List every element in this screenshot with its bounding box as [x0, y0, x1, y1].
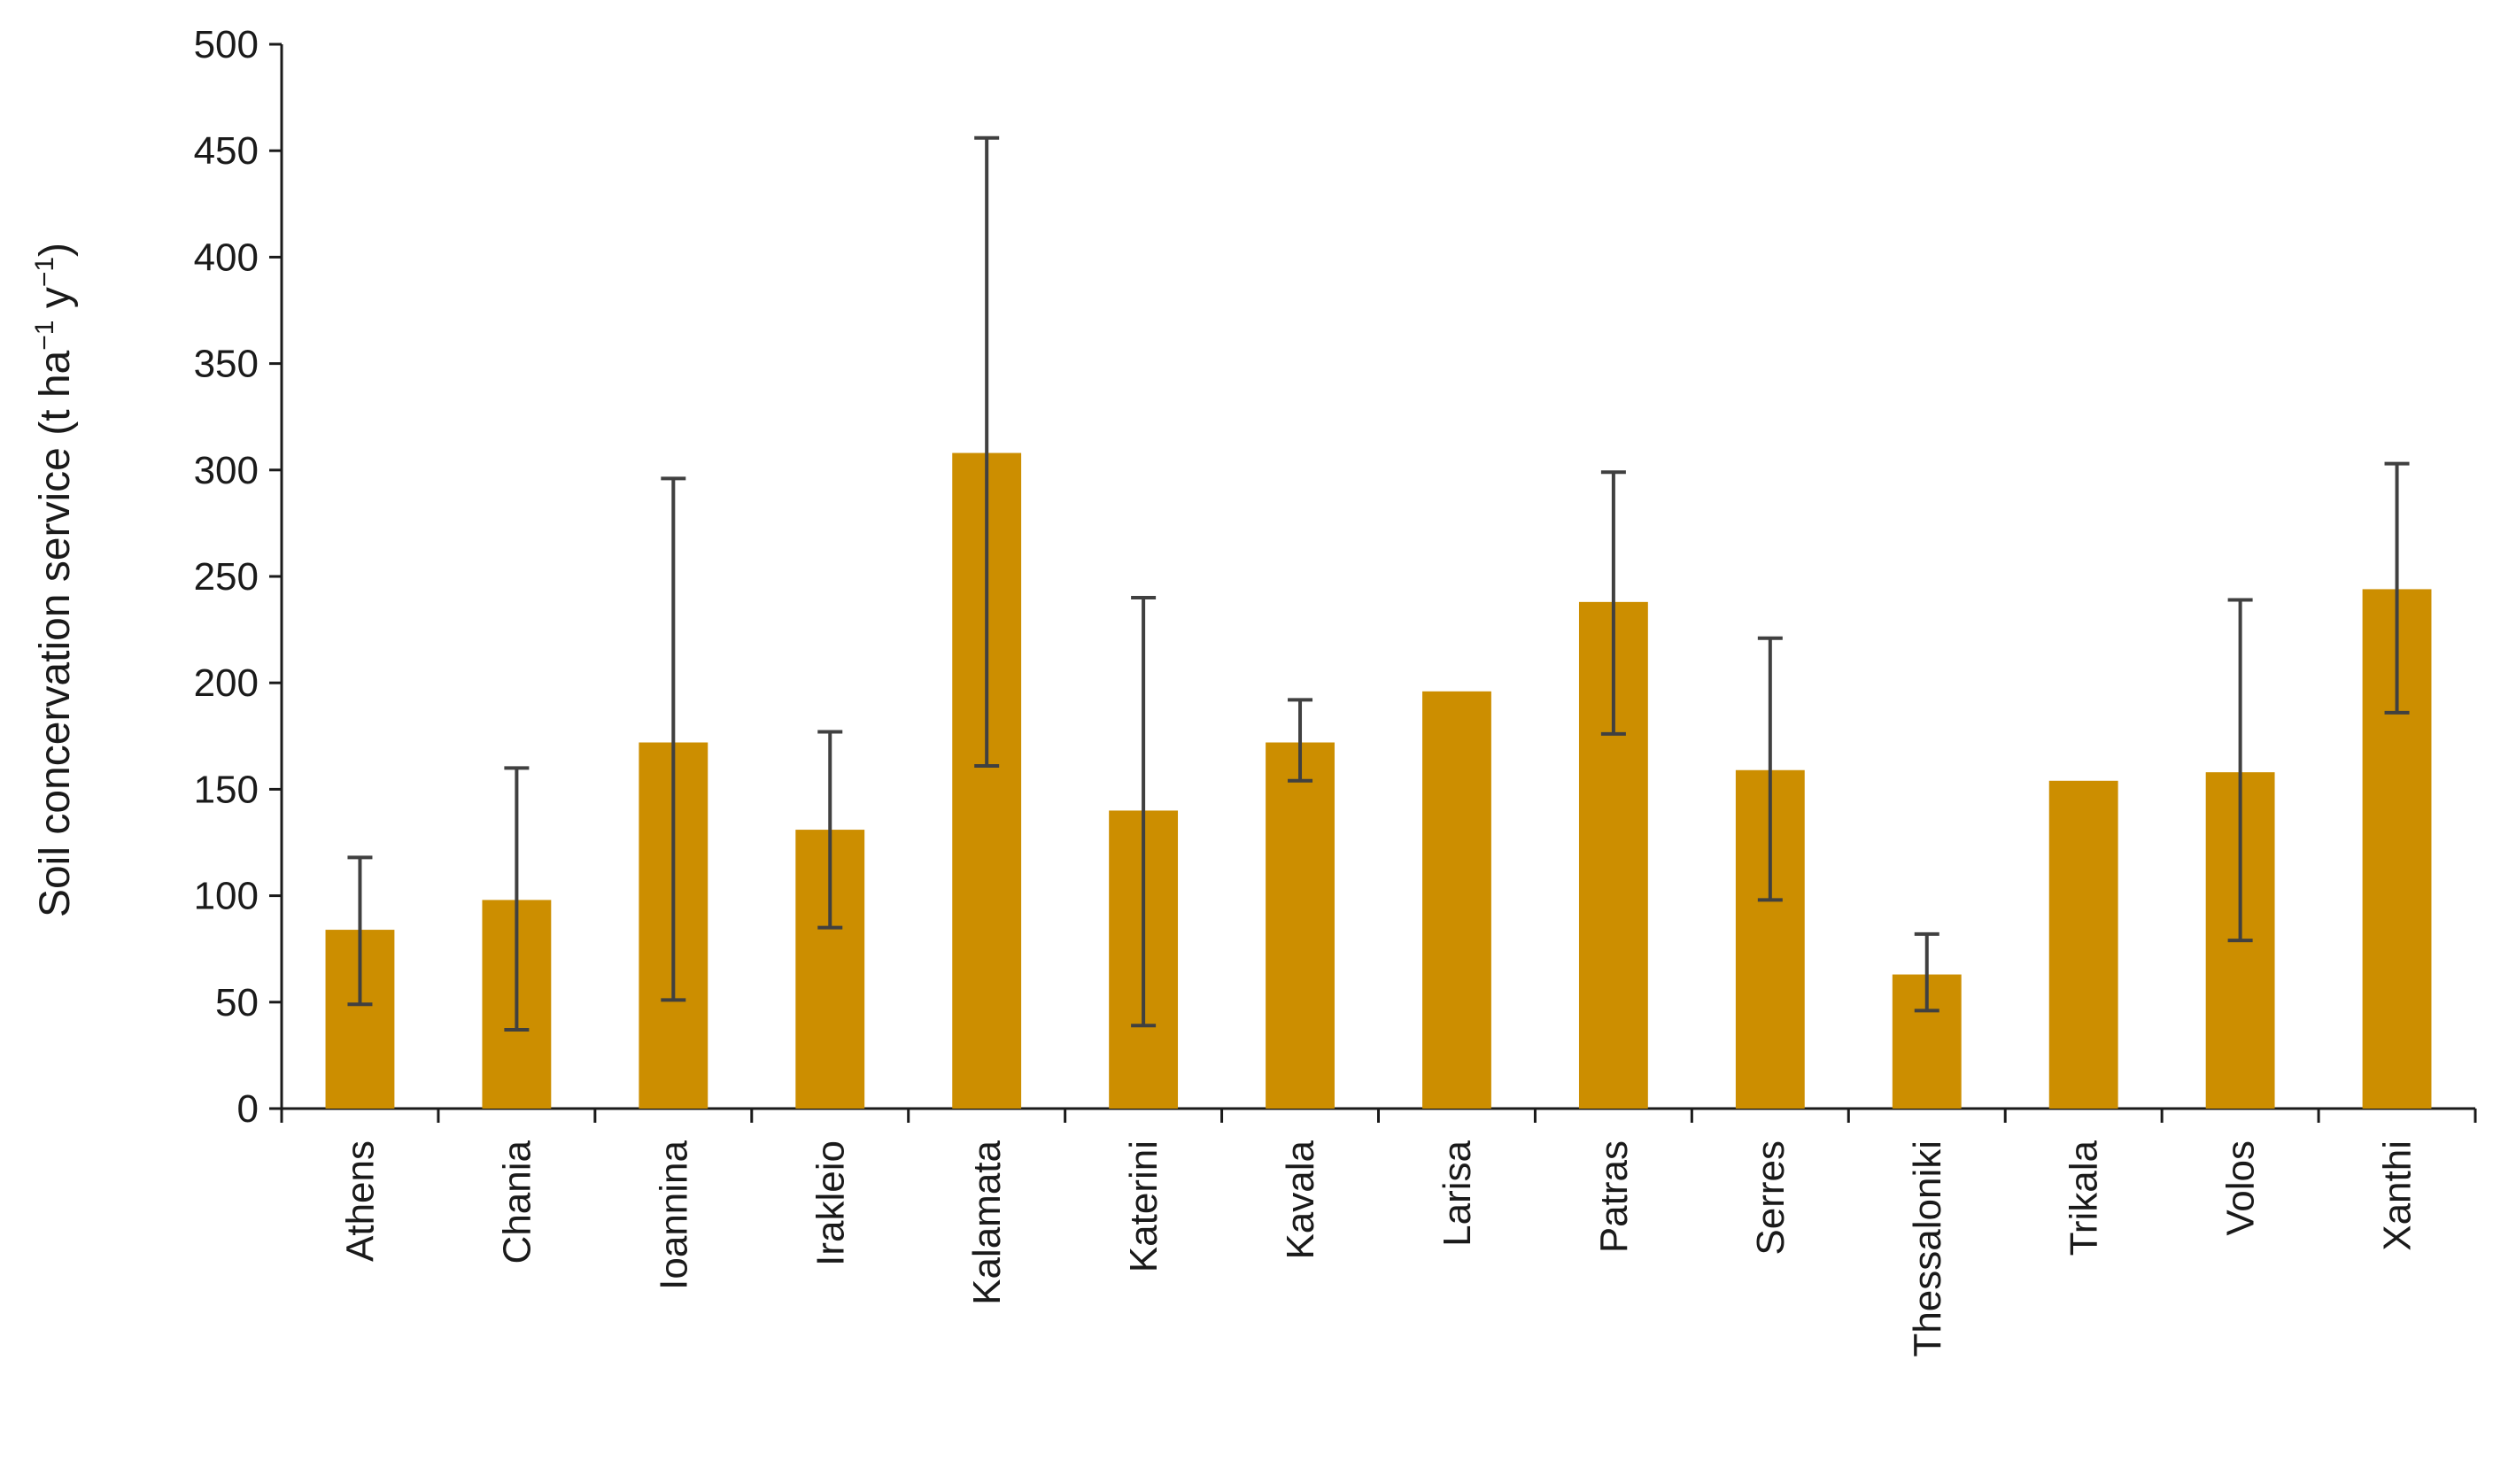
y-tick-label: 0: [237, 1087, 259, 1131]
category-label: Kavala: [1279, 1140, 1322, 1259]
category-label: Larisa: [1436, 1140, 1479, 1246]
y-axis-title-suffix: ): [32, 243, 79, 257]
category-label: Kalamata: [965, 1140, 1009, 1304]
y-tick-label: 250: [194, 555, 259, 599]
y-tick-label: 400: [194, 236, 259, 279]
category-label: Irakleio: [809, 1140, 852, 1266]
y-axis-title-exp1: −1: [30, 321, 59, 351]
y-tick-label: 350: [194, 343, 259, 386]
y-tick-label: 50: [215, 981, 259, 1024]
category-label: Trikala: [2063, 1140, 2106, 1256]
y-axis-title: Soil concervation service (t ha−1 y−1): [30, 243, 79, 917]
bars: [325, 452, 2432, 1109]
y-axis-title-exp2: −1: [30, 257, 59, 287]
error-bars: [347, 135, 2410, 1032]
y-axis-title-mid: y: [32, 287, 79, 320]
category-label: Xanthi: [2376, 1140, 2419, 1251]
y-tick-label: 200: [194, 661, 259, 705]
y-axis-title-prefix: Soil concervation service (t ha: [32, 350, 79, 917]
y-tick-label: 300: [194, 449, 259, 492]
category-label: Patras: [1592, 1140, 1636, 1253]
category-label: Thessaloniki: [1906, 1140, 1949, 1357]
y-axis: 0 50 100 150 200 250 300 350 400 450 500: [194, 23, 283, 1131]
category-label: Athens: [338, 1140, 382, 1262]
y-tick-label: 100: [194, 875, 259, 918]
bar-larisa: [1422, 691, 1491, 1109]
category-labels: Athens Chania Ioannina Irakleio Kalamata Kate…: [338, 1140, 2419, 1356]
y-tick-label: 450: [194, 129, 259, 173]
bar-kavala: [1266, 742, 1335, 1109]
y-tick-label: 150: [194, 768, 259, 811]
x-axis: [280, 1107, 2477, 1123]
category-label: Serres: [1749, 1140, 1792, 1256]
category-label: Volos: [2219, 1140, 2263, 1236]
category-label: Katerini: [1122, 1140, 1165, 1272]
bar-trikala: [2048, 780, 2118, 1109]
svg-text:Soil concervation service (t h: Soil concervation service (t ha−1 y−1): [30, 243, 79, 917]
category-label: Chania: [495, 1140, 538, 1264]
category-label: Ioannina: [652, 1140, 695, 1289]
y-tick-label: 500: [194, 23, 259, 66]
